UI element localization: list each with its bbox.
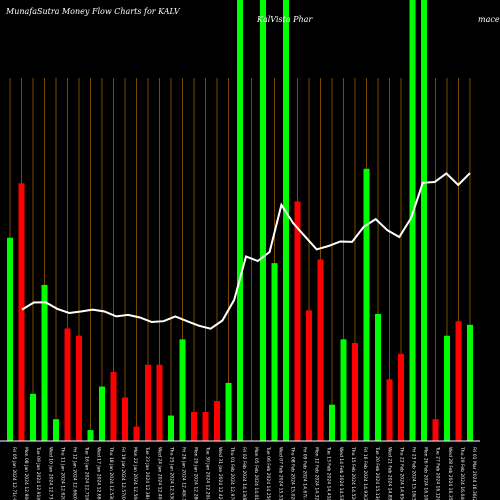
x-tick-label: Thu 11 Jan 2024 12.62(-0.86%) [59,446,65,500]
x-tick-label: Wed 17 Jan 2024 12.66(-0.39%) [96,447,102,500]
x-tick-label: Tue 06 Feb 2024 14.25(1.71%) [265,446,271,500]
x-tick-label: Thu 29 Feb 2024 16.04(-1.90%) [459,446,465,500]
x-tick-label: Thu 15 Feb 2024 14.52(-0.07%) [350,446,356,500]
x-tick-label: Fri 26 Jan 2024 12.40(-1.04%) [180,447,186,500]
money-flow-bar-down [317,259,324,441]
money-flow-bar-up [237,0,243,441]
money-flow-bar-up [99,386,105,441]
money-flow-bar-down [18,183,25,441]
x-tick-label: Mon 26 Feb 2024 16.10(6.20%) [423,447,429,500]
x-tick-label: Thu 25 Jan 2024 12.53(1.05%) [168,446,174,500]
money-flow-bar-up [87,430,94,441]
x-tick-label: Wed 10 Jan 2024 12.73(-1.39%) [47,447,53,500]
money-flow-bar-down [294,201,301,441]
x-tick-label: Fri 12 Jan 2024 12.66(0.32%) [72,447,78,500]
money-flow-bar-down [145,364,151,441]
x-tick-label: Wed 07 Feb 2024 15.51(8.84%) [277,447,283,500]
money-flow-bar-up [30,393,36,441]
x-tick-label: Fri 19 Jan 2024 12.57(0.32%) [120,447,126,500]
chart-title-mid: KalVista Phar [256,15,313,24]
money-flow-bar-up [179,339,186,441]
money-flow-bar-down [455,321,462,441]
money-flow-bar-up [41,284,48,441]
x-tick-labels: Fri 05 Jan 2024 12.71(-0.35%) Mon 08 Jan … [11,446,477,500]
money-flow-bar-down [156,364,163,441]
money-flow-bar-up [444,335,450,441]
x-tick-label: Tue 13 Feb 2024 14.41(0.63%) [326,446,332,500]
money-flow-bar-down [133,426,140,441]
money-flow-bar-up [409,0,416,441]
x-tick-label: Fri 01 Mar 2024 16.36(2.00%) [471,447,477,500]
money-flow-bar-down [191,411,197,441]
money-flow-bar-down [202,411,209,441]
x-tick-label: Tue 27 Feb 2024 16.12(0.12%) [435,446,441,500]
x-tick-label: Tue 23 Jan 2024 12.38(-0.96%) [144,446,150,500]
chart-title-right: mace [478,15,500,24]
money-flow-bar-up [225,382,232,441]
x-tick-label: Fri 02 Feb 2024 14.13(8.94%) [241,447,247,500]
money-flow-bar-down [352,342,358,441]
money-flow-bar-down [386,379,393,441]
money-flow-bar-down [214,401,220,441]
money-flow-bar-down [122,397,128,441]
chart-title-left: MunafaSutra Money Flow Charts for KALV [5,7,181,16]
money-flow-bar-down [76,335,82,441]
x-tick-label: Thu 01 Feb 2024 12.97(4.43%) [229,446,235,500]
money-flow-bar-up [168,415,174,441]
money-flow-bar-up [7,237,13,441]
money-flow-bar-down [110,372,117,441]
x-tick-label: Wed 24 Jan 2024 12.40(0.16%) [156,447,162,500]
money-flow-bar-down [306,310,312,441]
x-tick-label: Mon 12 Feb 2024 14.32(-2.39%) [314,447,320,500]
x-tick-label: Wed 28 Feb 2024 16.35(1.43%) [447,447,453,500]
x-tick-label: Mon 29 Jan 2024 12.28(-0.97%) [193,447,199,500]
money-flow-bar-down [64,328,71,441]
money-flow-bar-up [283,0,289,441]
x-tick-label: Mon 08 Jan 2024 12.90(1.50%) [23,447,29,500]
x-tick-label: Tue 20 Feb 2024 15.13(1.34%) [374,446,380,500]
x-tick-label: Fri 05 Jan 2024 12.71(-0.35%) [11,447,17,500]
money-flow-bar-up [53,419,59,441]
x-tick-label: Tue 16 Jan 2024 12.71(0.39%) [84,446,90,500]
money-flow-bar-up [271,263,278,441]
money-flow-bar-up [260,0,266,441]
x-tick-label: Thu 08 Feb 2024 15.02(-3.16%) [289,446,295,500]
money-flow-bars [7,0,473,441]
x-tick-label: Wed 31 Jan 2024 12.42(1.80%) [217,447,223,500]
x-tick-label: Thu 18 Jan 2024 12.53(-1.03%) [108,446,114,500]
price-line [21,172,471,330]
x-tick-label: Fri 23 Feb 2024 15.16(3.48%) [410,447,416,500]
x-tick-label: Mon 05 Feb 2024 14.01(-0.85%) [253,447,259,500]
x-tick-label: Wed 21 Feb 2024 14.83(-1.98%) [386,447,392,500]
x-tick-label: Mon 22 Jan 2024 12.50(-0.56%) [132,447,138,500]
money-flow-bar-up [467,324,473,441]
x-tick-label: Tue 30 Jan 2024 12.20(-0.65%) [205,446,211,500]
money-flow-bar-down [398,353,404,441]
x-tick-label: Wed 14 Feb 2024 14.53(0.83%) [338,447,344,500]
money-flow-bar-up [329,404,335,441]
money-flow-bar-up [421,0,427,441]
money-flow-bar-up [375,313,381,441]
x-tick-label: Tue 09 Jan 2024 12.91(0.08%) [35,446,41,500]
x-tick-label: Thu 22 Feb 2024 14.65(-1.21%) [398,446,404,500]
money-flow-bar-up [363,168,370,441]
x-tick-label: Fri 09 Feb 2024 14.67(-2.33%) [302,447,308,500]
money-flow-bar-up [340,339,347,441]
x-tick-label: Fri 16 Feb 2024 14.93(2.82%) [362,447,368,500]
money-flow-bar-down [432,419,439,441]
